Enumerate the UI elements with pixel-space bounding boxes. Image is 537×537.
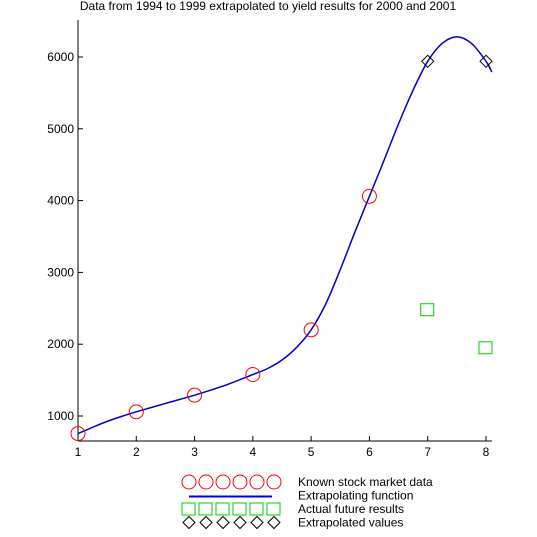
legend-swatch-circle <box>266 474 282 490</box>
legend-swatch-diamond <box>199 515 213 530</box>
data-point-diamond <box>479 54 493 69</box>
legend-swatch-square <box>198 502 213 516</box>
x-tick-label: 4 <box>250 445 257 459</box>
y-tick-label: 6000 <box>47 50 74 64</box>
extrapolating-function-line <box>77 36 493 435</box>
chart-title: Data from 1994 to 1999 extrapolated to y… <box>80 0 457 13</box>
legend-swatch-circle <box>215 474 231 490</box>
legend-label: Actual future results <box>298 502 404 516</box>
legend-swatch-circle <box>198 474 214 490</box>
x-tick-label: 7 <box>424 445 431 459</box>
axes: 1 2 3 4 5 6 7 8 1000 2000 3000 4000 5000 6000 <box>47 20 492 459</box>
y-tick-label: 3000 <box>47 265 74 279</box>
legend-swatch-square <box>232 502 247 516</box>
data-point-square <box>478 341 493 355</box>
y-tick-label: 1000 <box>47 409 74 423</box>
legend-swatch-square <box>215 502 230 516</box>
data-point-circle <box>70 426 86 442</box>
y-tick-label: 5000 <box>47 122 74 136</box>
data-point-circle <box>187 387 203 403</box>
legend-swatch-square <box>181 502 196 516</box>
x-tick-label: 1 <box>75 445 82 459</box>
legend-swatch-circle <box>249 474 265 490</box>
data-point-circle <box>303 322 319 338</box>
legend-swatch-square <box>249 502 264 516</box>
legend-swatch-square <box>266 502 281 516</box>
legend-swatch-diamond <box>267 515 281 530</box>
legend-swatch-circle <box>232 474 248 490</box>
x-tick-label: 6 <box>366 445 373 459</box>
plot-area <box>70 36 493 442</box>
x-tick-label: 5 <box>308 445 315 459</box>
legend-label: Extrapolated values <box>298 516 403 530</box>
legend-swatch-diamond <box>250 515 264 530</box>
data-point-circle <box>361 188 377 204</box>
y-tick-label: 2000 <box>47 337 74 351</box>
data-point-circle <box>128 404 144 420</box>
legend-swatch-diamond <box>216 515 230 530</box>
data-point-square <box>420 303 435 317</box>
legend-label: Extrapolating function <box>298 489 413 503</box>
x-tick-label: 8 <box>483 445 490 459</box>
legend-swatch-diamond <box>233 515 247 530</box>
data-point-circle <box>245 366 261 382</box>
x-tick-label: 3 <box>191 445 198 459</box>
x-tick-label: 2 <box>133 445 140 459</box>
legend-swatch-circle <box>181 474 197 490</box>
legend-swatch-diamond <box>182 515 196 530</box>
data-point-diamond <box>421 54 435 69</box>
legend-label: Known stock market data <box>298 475 433 489</box>
y-tick-label: 4000 <box>47 194 74 208</box>
